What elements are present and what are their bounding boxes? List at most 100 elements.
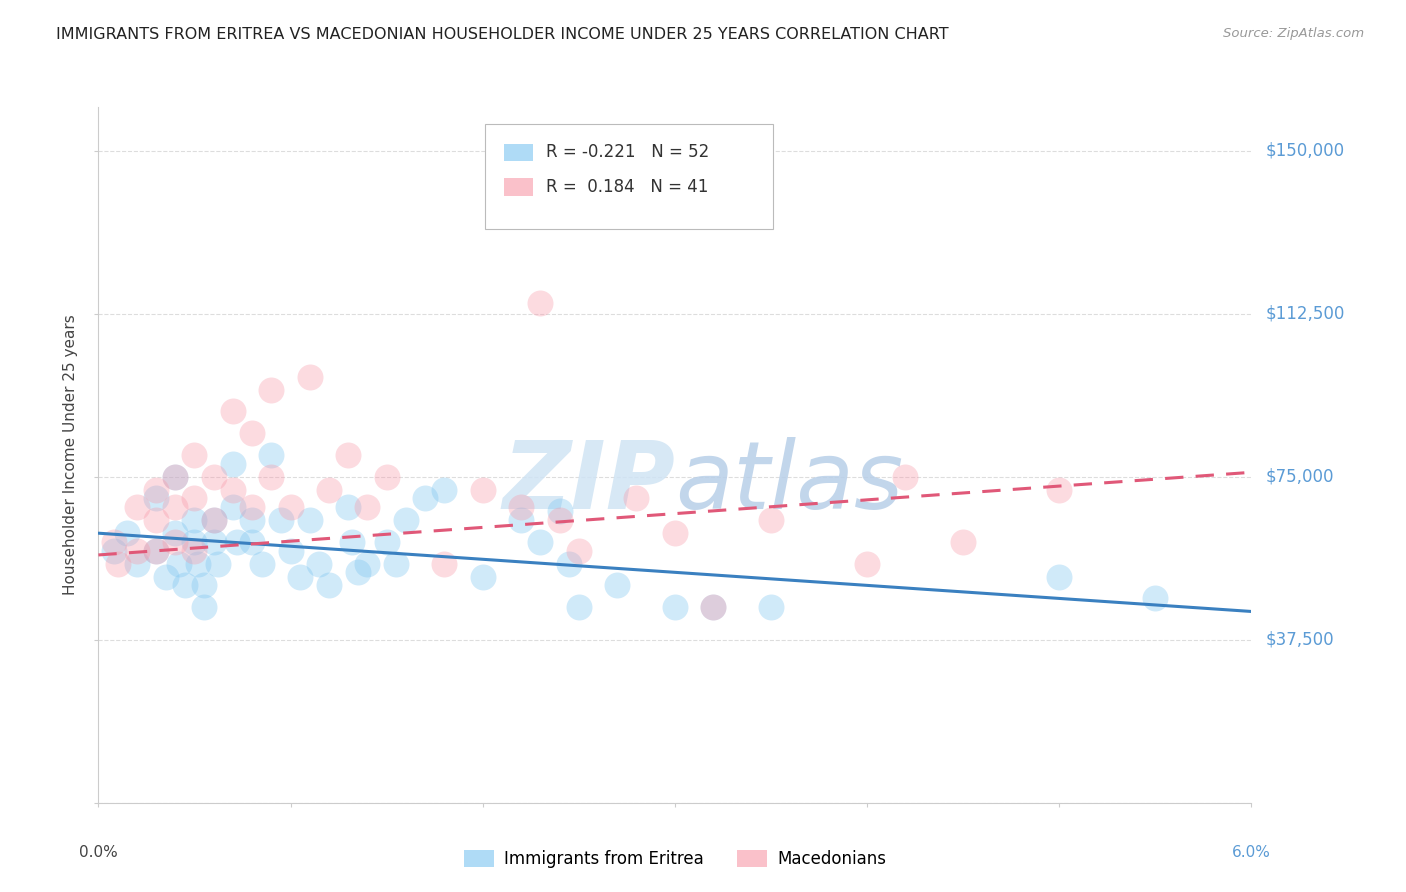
- Point: [290, 570, 312, 584]
- Point: [183, 535, 205, 549]
- Point: [202, 513, 225, 527]
- FancyBboxPatch shape: [485, 124, 773, 229]
- Point: [145, 543, 167, 558]
- Point: [894, 469, 917, 483]
- Point: [165, 526, 187, 541]
- Point: [103, 543, 125, 558]
- Point: [240, 513, 263, 527]
- Point: [145, 543, 167, 558]
- Point: [558, 557, 581, 571]
- Point: [568, 543, 591, 558]
- Point: [222, 500, 245, 514]
- Point: [664, 600, 686, 615]
- Point: [1047, 570, 1070, 584]
- Point: [165, 469, 187, 483]
- Point: [240, 426, 263, 441]
- Point: [125, 543, 148, 558]
- Point: [664, 526, 686, 541]
- Point: [702, 600, 724, 615]
- Text: ZIP: ZIP: [502, 437, 675, 529]
- Point: [856, 557, 879, 571]
- Text: atlas: atlas: [675, 437, 903, 528]
- Point: [145, 491, 167, 506]
- Point: [759, 600, 782, 615]
- Point: [145, 483, 167, 497]
- Point: [260, 469, 283, 483]
- Point: [193, 600, 215, 615]
- Point: [222, 483, 245, 497]
- Point: [165, 469, 187, 483]
- Point: [298, 369, 321, 384]
- Point: [222, 404, 245, 418]
- Text: R =  0.184   N = 41: R = 0.184 N = 41: [546, 178, 709, 196]
- Point: [375, 469, 398, 483]
- Point: [222, 457, 245, 471]
- Point: [308, 557, 330, 571]
- Point: [759, 513, 782, 527]
- Point: [280, 500, 302, 514]
- Text: $112,500: $112,500: [1265, 304, 1344, 323]
- Point: [202, 469, 225, 483]
- Point: [548, 504, 571, 518]
- Point: [187, 557, 209, 571]
- Point: [167, 557, 190, 571]
- Text: $37,500: $37,500: [1265, 631, 1334, 648]
- Point: [471, 570, 494, 584]
- Point: [193, 578, 215, 592]
- Point: [207, 557, 229, 571]
- Point: [626, 491, 648, 506]
- Point: [510, 513, 533, 527]
- Text: IMMIGRANTS FROM ERITREA VS MACEDONIAN HOUSEHOLDER INCOME UNDER 25 YEARS CORRELAT: IMMIGRANTS FROM ERITREA VS MACEDONIAN HO…: [56, 27, 949, 42]
- Point: [433, 483, 456, 497]
- Point: [145, 513, 167, 527]
- Point: [395, 513, 418, 527]
- Point: [183, 543, 205, 558]
- Text: 0.0%: 0.0%: [79, 845, 118, 860]
- Point: [270, 513, 292, 527]
- Point: [103, 535, 125, 549]
- Text: Source: ZipAtlas.com: Source: ZipAtlas.com: [1223, 27, 1364, 40]
- Point: [250, 557, 273, 571]
- Point: [202, 535, 225, 549]
- Point: [183, 513, 205, 527]
- Point: [702, 600, 724, 615]
- Y-axis label: Householder Income Under 25 years: Householder Income Under 25 years: [63, 315, 79, 595]
- Point: [107, 557, 129, 571]
- Point: [337, 448, 360, 462]
- Point: [225, 535, 247, 549]
- Point: [240, 535, 263, 549]
- Point: [1144, 591, 1167, 606]
- Point: [471, 483, 494, 497]
- Point: [117, 526, 139, 541]
- Point: [183, 491, 205, 506]
- Point: [510, 500, 533, 514]
- Point: [260, 448, 283, 462]
- Point: [952, 535, 974, 549]
- FancyBboxPatch shape: [505, 178, 533, 195]
- Point: [340, 535, 363, 549]
- Point: [356, 557, 378, 571]
- Legend: Immigrants from Eritrea, Macedonians: Immigrants from Eritrea, Macedonians: [457, 843, 893, 874]
- Text: R = -0.221   N = 52: R = -0.221 N = 52: [546, 144, 709, 161]
- Point: [183, 448, 205, 462]
- Point: [529, 535, 551, 549]
- FancyBboxPatch shape: [505, 144, 533, 161]
- Point: [240, 500, 263, 514]
- Text: 6.0%: 6.0%: [1232, 845, 1271, 860]
- Point: [318, 483, 340, 497]
- Point: [165, 535, 187, 549]
- Point: [346, 566, 368, 580]
- Point: [165, 500, 187, 514]
- Text: $75,000: $75,000: [1265, 467, 1334, 485]
- Point: [529, 295, 551, 310]
- Point: [385, 557, 408, 571]
- Point: [155, 570, 177, 584]
- Point: [375, 535, 398, 549]
- Point: [318, 578, 340, 592]
- Point: [298, 513, 321, 527]
- Point: [433, 557, 456, 571]
- Point: [125, 500, 148, 514]
- Text: $150,000: $150,000: [1265, 142, 1344, 160]
- Point: [280, 543, 302, 558]
- Point: [356, 500, 378, 514]
